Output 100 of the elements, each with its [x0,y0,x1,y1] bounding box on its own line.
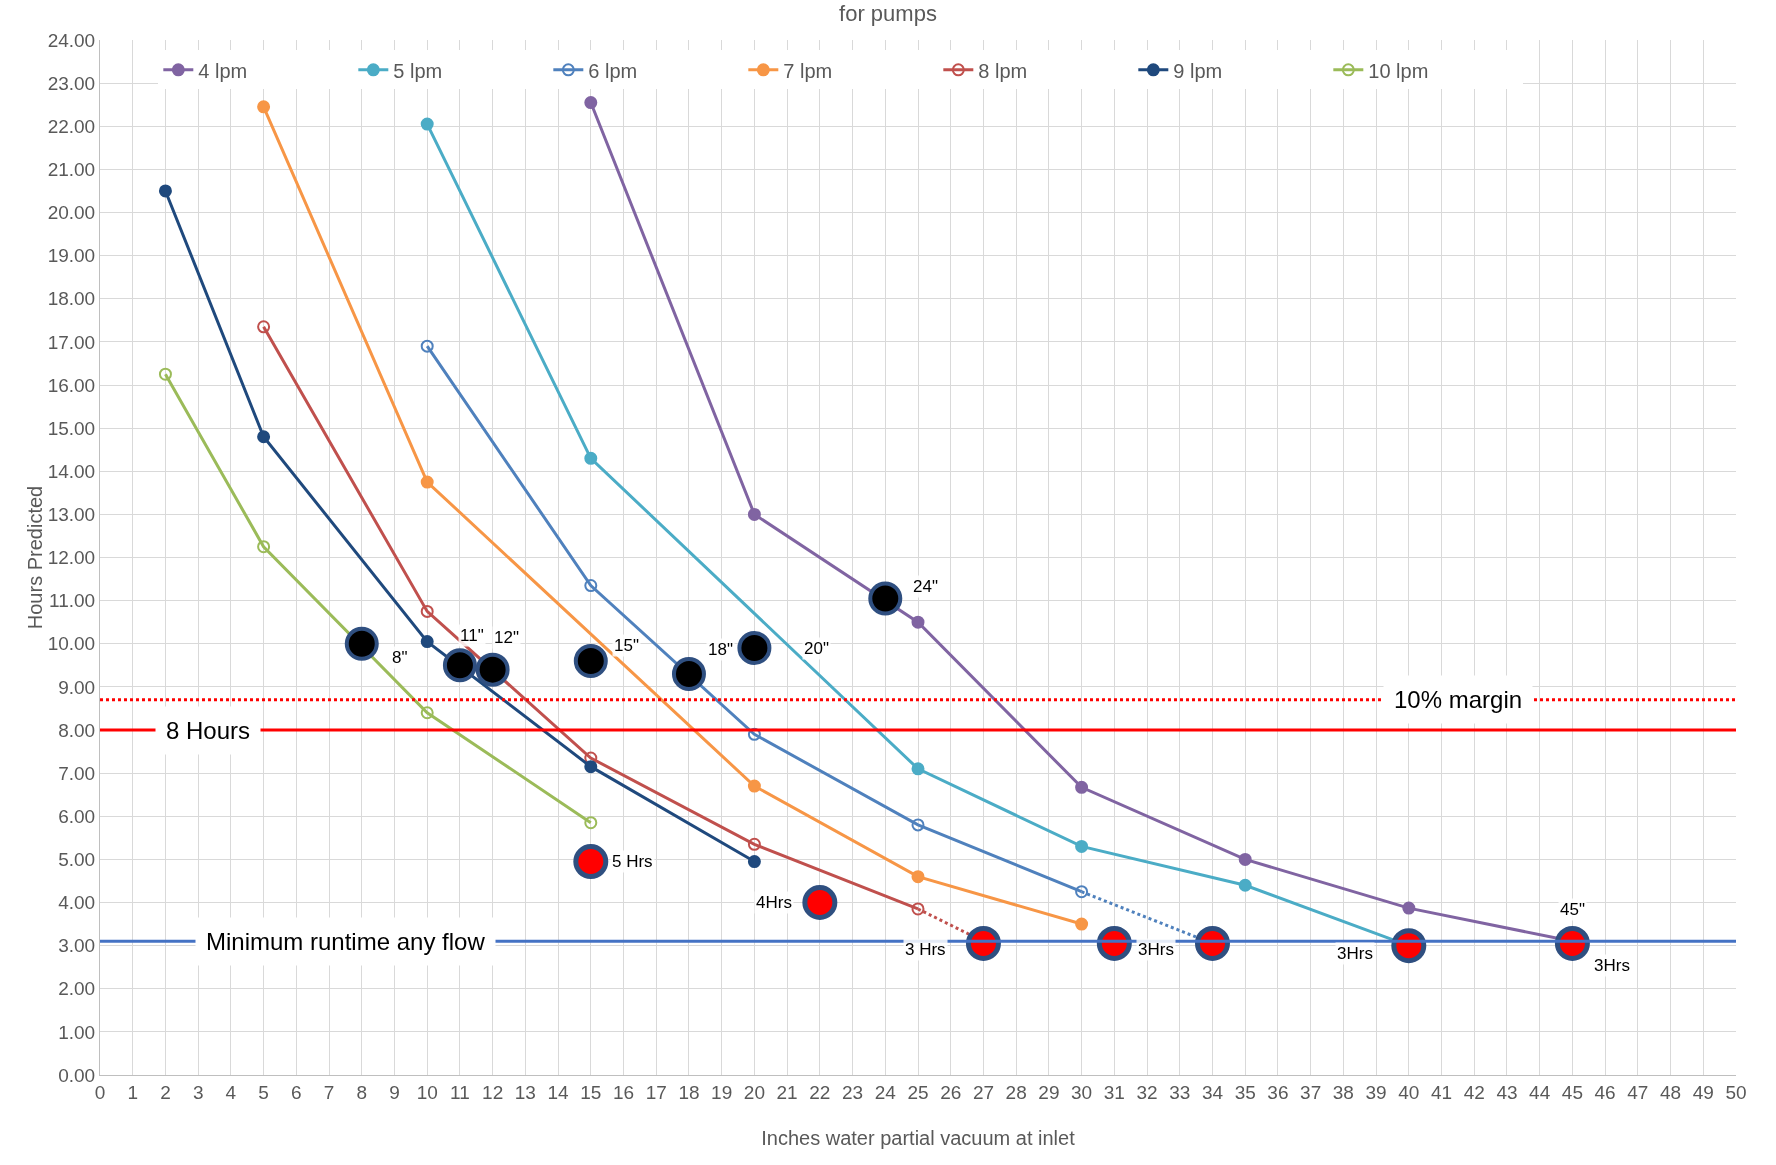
x-tick-label: 41 [1430,1081,1453,1103]
x-tick-label: 37 [1300,1081,1322,1103]
y-tick-label: 22.00 [47,115,96,137]
x-tick-label: 20 [743,1081,765,1103]
x-tick-label: 1 [127,1081,139,1103]
y-tick-label: 0.00 [58,1064,96,1086]
x-tick-label: 44 [1529,1081,1551,1103]
y-tick-label: 16.00 [47,374,96,396]
x-tick-label: 15 [580,1081,602,1103]
y-tick-label: 1.00 [58,1021,96,1043]
annotation: 12" [494,628,519,647]
x-tick-label: 32 [1136,1081,1158,1103]
legend-label: 5 lpm [393,59,443,82]
x-tick-label: 14 [547,1081,570,1103]
x-tick-label: 34 [1201,1081,1224,1103]
x-tick-label: 35 [1234,1081,1256,1103]
annotation: 8" [392,648,408,667]
x-tick-label: 33 [1169,1081,1191,1103]
y-tick-label: 5.00 [58,849,96,871]
x-tick-label: 45 [1561,1081,1583,1103]
annotation: 3Hrs [1337,944,1373,963]
x-tick-label: 5 [258,1081,269,1103]
y-tick-label: 8.00 [58,719,96,741]
x-tick-label: 9 [389,1081,400,1103]
y-tick-label: 3.00 [58,935,96,957]
x-tick-label: 48 [1659,1081,1682,1103]
y-tick-label: 20.00 [47,202,96,224]
x-tick-label: 23 [841,1081,864,1103]
legend-label: 10 lpm [1368,59,1429,82]
y-axis-title: Hours Predicted [23,485,46,630]
x-tick-label: 40 [1398,1081,1420,1103]
y-tick-label: 15.00 [47,417,96,439]
x-tick-label: 0 [94,1081,106,1103]
y-tick-label: 6.00 [58,805,96,827]
annotation: 45" [1560,900,1585,919]
annotation: 18" [708,640,733,659]
x-axis-title: Inches water partial vacuum at inlet [761,1127,1076,1149]
x-tick-label: 30 [1071,1081,1093,1103]
annotation: 5 Hrs [612,852,653,871]
y-tick-label: 10.00 [47,633,96,655]
y-tick-label: 12.00 [47,547,96,569]
x-tick-label: 31 [1103,1081,1125,1103]
legend-label: 7 lpm [783,59,833,82]
y-tick-label: 14.00 [47,460,96,482]
y-tick-label: 7.00 [58,762,96,784]
x-tick-label: 18 [678,1081,700,1103]
x-tick-label: 6 [291,1081,302,1103]
x-tick-label: 4 [225,1081,237,1103]
x-tick-label: 13 [514,1081,536,1103]
chart-title: for pumps [839,1,937,27]
y-tick-label: 18.00 [47,288,96,310]
x-tick-label: 36 [1267,1081,1289,1103]
ref-line-label: Minimum runtime any flow [206,928,486,955]
annotation: 3Hrs [1594,956,1630,975]
legend-label: 6 lpm [588,59,638,82]
annotation: 11" [460,626,484,645]
x-tick-label: 49 [1692,1081,1714,1103]
y-tick-label: 2.00 [58,978,96,1000]
x-tick-label: 42 [1463,1081,1485,1103]
x-tick-label: 21 [776,1081,798,1103]
x-tick-label: 2 [160,1081,171,1103]
x-tick-label: 43 [1496,1081,1518,1103]
annotation: 24" [913,577,938,596]
annotation: 20" [804,639,829,658]
x-tick-label: 28 [1005,1081,1027,1103]
x-tick-label: 29 [1038,1081,1060,1103]
annotation: 4Hrs [756,893,792,912]
y-tick-label: 4.00 [58,892,96,914]
x-tick-label: 8 [356,1081,368,1103]
y-tick-label: 11.00 [49,590,96,612]
x-tick-label: 27 [972,1081,995,1103]
y-tick-label: 19.00 [47,245,96,267]
ref-line-label: 8 Hours [166,717,251,744]
y-tick-label: 21.00 [47,159,96,181]
y-tick-label: 24.00 [47,29,96,51]
annotation: 15" [614,636,639,655]
x-tick-label: 10 [416,1081,438,1103]
x-tick-label: 24 [874,1081,897,1103]
x-tick-label: 16 [612,1081,635,1103]
x-tick-label: 17 [645,1081,667,1103]
legend-label: 8 lpm [978,59,1028,82]
x-tick-label: 22 [809,1081,831,1103]
annotation: 3 Hrs [905,940,946,959]
x-tick-label: 50 [1725,1081,1747,1103]
legend-label: 4 lpm [198,59,248,82]
x-tick-label: 39 [1365,1081,1387,1103]
x-tick-label: 11 [450,1081,470,1103]
y-tick-label: 17.00 [47,331,96,353]
y-tick-label: 23.00 [47,72,96,94]
y-tick-label: 13.00 [47,504,96,526]
annotation: 3Hrs [1138,940,1174,959]
x-tick-label: 12 [482,1081,504,1103]
ref-line-label: 10% margin [1394,686,1523,713]
x-tick-label: 46 [1594,1081,1616,1103]
x-tick-label: 7 [323,1081,335,1103]
x-tick-label: 3 [192,1081,204,1103]
y-tick-label: 9.00 [58,676,96,698]
x-tick-label: 25 [907,1081,929,1103]
x-tick-label: 38 [1332,1081,1354,1103]
x-tick-label: 26 [940,1081,962,1103]
